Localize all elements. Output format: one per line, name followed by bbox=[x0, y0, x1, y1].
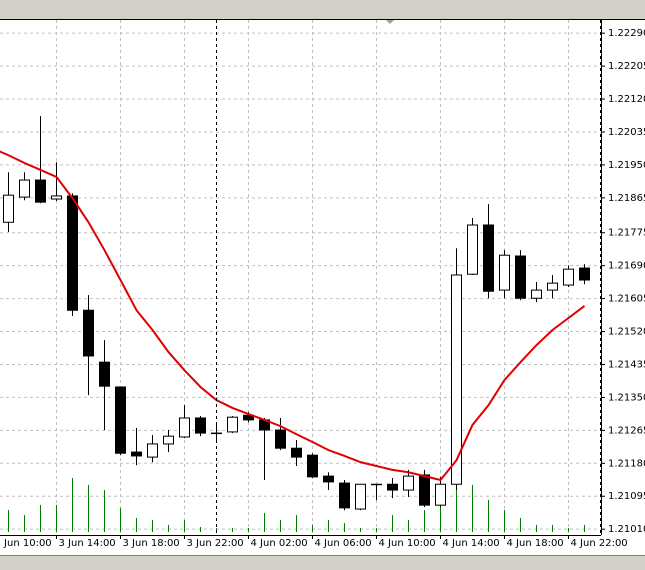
candle-body bbox=[131, 451, 142, 457]
y-tick-label: 1.21775 bbox=[608, 228, 645, 239]
candle-body bbox=[275, 429, 286, 449]
candle-body bbox=[19, 179, 30, 198]
moving-average-line bbox=[0, 150, 586, 482]
candle-body bbox=[307, 454, 318, 478]
y-tick-label: 1.22120 bbox=[608, 94, 645, 105]
candle-body bbox=[323, 475, 334, 483]
candle-body bbox=[195, 417, 206, 434]
x-tick-label: 3 Jun 18:00 bbox=[123, 538, 180, 549]
candle-body bbox=[3, 194, 14, 223]
x-tick-label: 4 Jun 06:00 bbox=[315, 538, 372, 549]
y-tick-label: 1.22205 bbox=[608, 61, 645, 72]
x-tick-label: 3 Jun 14:00 bbox=[59, 538, 116, 549]
x-tick-label: 3 Jun 10:00 bbox=[0, 538, 52, 549]
candle-body bbox=[115, 386, 126, 454]
candle-body bbox=[387, 483, 398, 491]
candle-body bbox=[179, 417, 190, 438]
candle-body bbox=[403, 475, 414, 491]
x-tick-label: 3 Jun 22:00 bbox=[187, 538, 244, 549]
candle-body bbox=[243, 414, 254, 421]
candle-body bbox=[499, 254, 510, 291]
top-bar bbox=[0, 0, 645, 19]
candle-body bbox=[83, 309, 94, 357]
candle-body bbox=[211, 432, 222, 435]
y-tick-label: 1.21180 bbox=[608, 458, 645, 469]
x-axis: 3 Jun 10:00 3 Jun 14:00 3 Jun 18:00 3 Jun 2… bbox=[0, 535, 628, 549]
y-axis: 1.22290 1.22205 1.22120 1.22035 1.21950 1.218… bbox=[601, 28, 645, 535]
x-tick-label: 4 Jun 18:00 bbox=[507, 538, 564, 549]
y-tick-label: 1.21095 bbox=[608, 491, 645, 502]
candle-body bbox=[483, 224, 494, 292]
candle-body bbox=[579, 267, 590, 281]
y-tick-label: 1.21010 bbox=[608, 524, 645, 535]
candle-body bbox=[291, 447, 302, 458]
candle-body bbox=[99, 361, 110, 387]
candle-body bbox=[51, 195, 62, 200]
y-tick-label: 1.21605 bbox=[608, 294, 645, 305]
y-tick-label: 1.21265 bbox=[608, 425, 645, 436]
candle-body bbox=[355, 483, 366, 510]
y-tick-label: 1.21520 bbox=[608, 327, 645, 338]
y-tick-label: 1.21350 bbox=[608, 392, 645, 403]
y-tick-label: 1.21865 bbox=[608, 193, 645, 204]
y-tick-label: 1.21435 bbox=[608, 359, 645, 370]
x-tick-label: 4 Jun 22:00 bbox=[571, 538, 628, 549]
y-tick-label: 1.21950 bbox=[608, 160, 645, 171]
scrollbar[interactable] bbox=[0, 555, 645, 570]
candle-body bbox=[451, 274, 462, 485]
candle-body bbox=[547, 282, 558, 291]
x-tick-label: 4 Jun 02:00 bbox=[251, 538, 308, 549]
candle-body bbox=[147, 443, 158, 458]
candle-body bbox=[435, 483, 446, 506]
candle-body bbox=[371, 483, 382, 486]
y-tick-label: 1.21690 bbox=[608, 261, 645, 272]
candle-body bbox=[419, 474, 430, 506]
plot-area bbox=[0, 20, 601, 535]
candle-body bbox=[163, 435, 174, 445]
y-tick-label: 1.22035 bbox=[608, 127, 645, 138]
candle-body bbox=[67, 195, 78, 311]
candle-body bbox=[515, 255, 526, 299]
candle-body bbox=[563, 268, 574, 286]
candle-body bbox=[339, 482, 350, 509]
candle-body bbox=[531, 289, 542, 299]
shift-marker[interactable] bbox=[385, 19, 395, 24]
y-tick-label: 1.22290 bbox=[608, 28, 645, 39]
x-tick-label: 4 Jun 10:00 bbox=[379, 538, 436, 549]
candle-body bbox=[467, 224, 478, 275]
candle-body bbox=[227, 416, 238, 433]
x-tick-label: 4 Jun 14:00 bbox=[443, 538, 500, 549]
candle-body bbox=[35, 179, 46, 203]
